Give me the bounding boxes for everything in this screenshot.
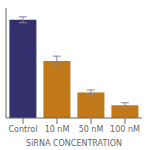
svg-text:100 nM: 100 nM (110, 125, 140, 134)
svg-text:SiRNA CONCENTRATION: SiRNA CONCENTRATION (26, 139, 122, 148)
svg-text:50 nM: 50 nM (79, 125, 104, 134)
svg-text:10 nM: 10 nM (45, 125, 70, 134)
svg-text:Control: Control (9, 125, 38, 134)
